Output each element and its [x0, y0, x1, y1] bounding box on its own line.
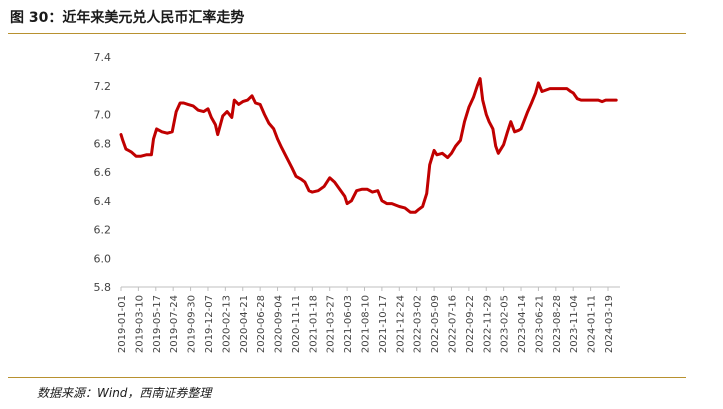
- x-tick-label: 2022-09-22: [465, 295, 476, 353]
- x-tick-label: 2020-02-13: [221, 295, 232, 353]
- x-tick-label: 2021-10-17: [378, 295, 389, 353]
- chart-title: 图 30：近年来美元兑人民币汇率走势: [10, 10, 245, 26]
- x-tick-label: 2023-04-14: [517, 295, 528, 353]
- x-tick-label: 2024-01-11: [587, 295, 598, 353]
- x-tick-label: 2023-06-21: [534, 295, 545, 353]
- y-tick-label: 6.6: [94, 166, 112, 179]
- footer-divider: [8, 377, 686, 378]
- y-tick-label: 6.2: [94, 224, 112, 237]
- y-tick-label: 5.8: [94, 281, 112, 294]
- x-tick-label: 2019-01-01: [117, 295, 128, 353]
- x-tick-label: 2019-12-07: [204, 295, 215, 353]
- x-tick-label: 2022-07-16: [447, 295, 458, 353]
- y-tick-label: 7.2: [94, 80, 112, 93]
- y-tick-label: 7.0: [94, 109, 112, 122]
- x-tick-label: 2019-03-10: [134, 295, 145, 353]
- x-tick-label: 2023-11-04: [569, 295, 580, 353]
- x-tick-label: 2021-12-24: [395, 295, 406, 353]
- x-axis: 2019-01-01 2019-03-10 2019-05-17 2019-07-24…: [117, 287, 615, 353]
- series-line-usd-cny: [119, 77, 618, 214]
- x-tick-label: 2022-11-29: [482, 295, 493, 353]
- header-divider: [8, 33, 686, 34]
- x-tick-label: 2022-03-02: [413, 295, 424, 353]
- x-tick-label: 2021-08-10: [361, 295, 372, 353]
- y-tick-label: 6.8: [94, 137, 112, 150]
- x-tick-label: 2019-07-24: [169, 295, 180, 353]
- x-tick-label: 2019-05-17: [152, 295, 163, 353]
- x-tick-label: 2020-09-04: [274, 295, 285, 353]
- x-tick-label: 2024-03-19: [604, 295, 615, 353]
- x-tick-label: 2021-01-18: [308, 295, 319, 353]
- x-tick-label: 2022-05-09: [430, 295, 441, 353]
- x-tick-label: 2020-06-28: [256, 295, 267, 353]
- y-tick-label: 6.4: [94, 195, 112, 208]
- x-tick-label: 2020-04-21: [239, 295, 250, 353]
- y-axis: 5.8 6.0 6.2 6.4 6.6 6.8 7.0 7.2 7.4: [94, 51, 112, 294]
- data-source-note: 数据来源：Wind，西南证券整理: [37, 386, 212, 400]
- x-tick-label: 2023-08-28: [552, 295, 563, 353]
- x-tick-label: 2019-09-30: [187, 295, 198, 353]
- x-tick-label: 2023-02-05: [500, 295, 511, 353]
- x-tick-label: 2021-03-27: [326, 295, 337, 353]
- x-tick-label: 2021-06-03: [343, 295, 354, 353]
- x-tick-label: 2020-11-11: [291, 295, 302, 353]
- y-tick-label: 7.4: [94, 51, 112, 64]
- y-tick-label: 6.0: [94, 252, 112, 265]
